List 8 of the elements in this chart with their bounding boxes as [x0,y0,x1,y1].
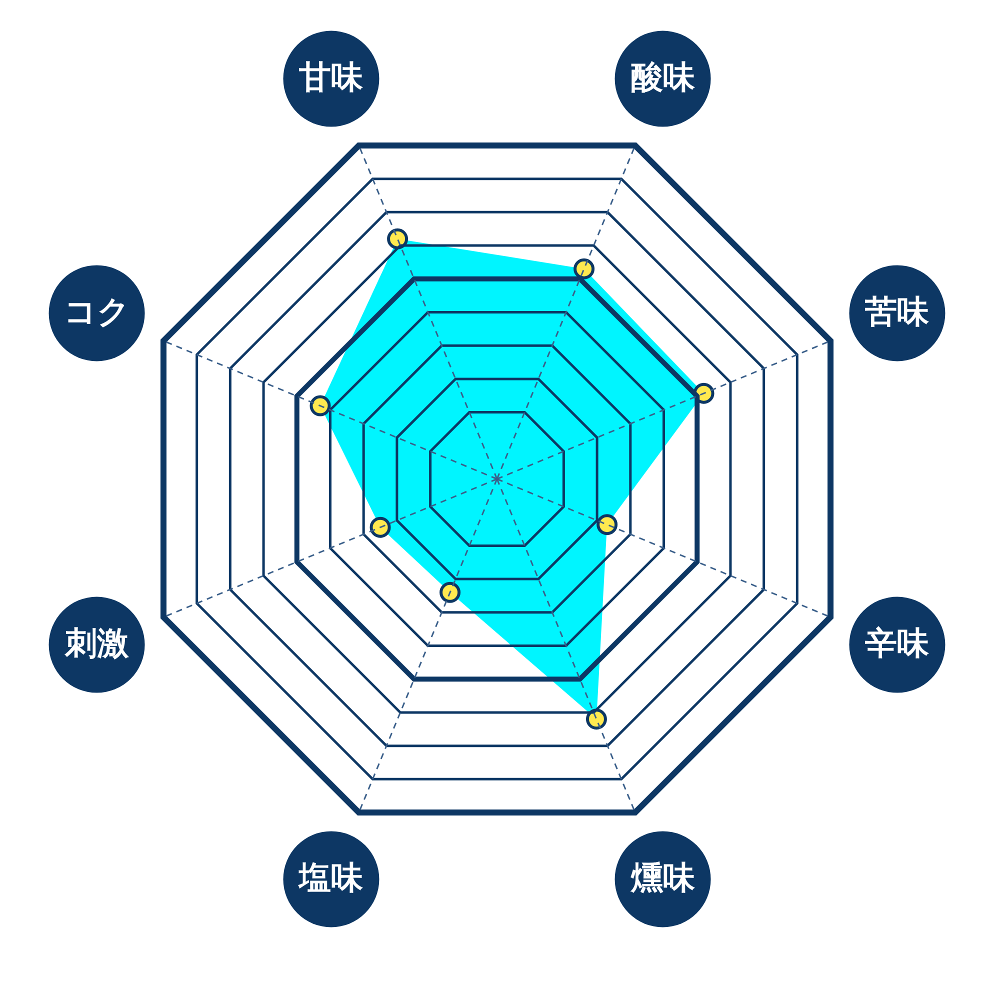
spoke-label: 刺激 [64,624,130,662]
spoke-label: 辛味 [864,624,930,662]
spoke-label: 苦味 [864,292,930,331]
spoke-label: コク [64,292,130,331]
spoke-label: 燻味 [630,858,696,897]
spoke-label: 塩味 [297,858,364,897]
spoke-label: 甘味 [298,58,364,96]
spoke-label: 酸味 [630,58,696,96]
